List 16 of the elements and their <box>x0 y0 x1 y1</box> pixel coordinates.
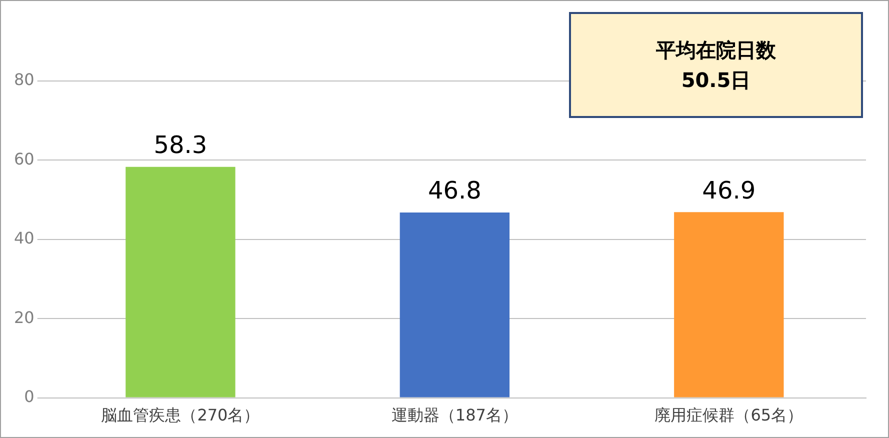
callout-box: 平均在院日数 50.5日 <box>569 12 863 118</box>
bar <box>674 212 784 398</box>
y-tick-label: 80 <box>14 70 34 90</box>
y-tick-label: 60 <box>14 149 34 168</box>
x-tick-label: 脳血管疾患（270名） <box>101 406 260 425</box>
y-tick-label: 0 <box>24 386 34 406</box>
x-tick-label: 廃用症候群（65名） <box>654 406 804 425</box>
bar <box>400 212 510 398</box>
data-label: 46.9 <box>702 176 756 204</box>
bar <box>126 166 236 398</box>
x-tick-label: 運動器（187名） <box>391 406 518 425</box>
data-label: 58.3 <box>154 131 208 160</box>
annotation: 平均在院日数 50.5日 <box>656 37 776 94</box>
y-tick-label: 40 <box>14 228 34 248</box>
y-tick-label: 20 <box>14 308 34 327</box>
data-label: 46.8 <box>428 176 482 205</box>
